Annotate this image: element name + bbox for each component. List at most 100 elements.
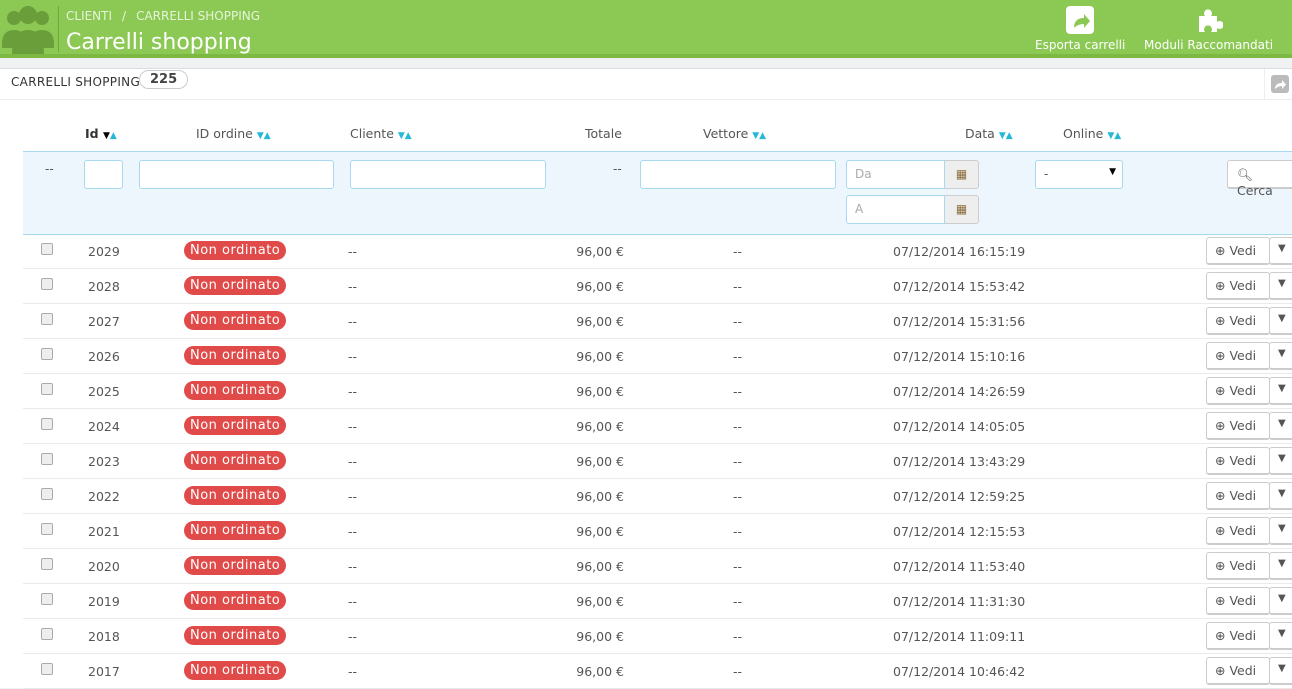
- carrier: --: [733, 279, 743, 294]
- cart-id: 2027: [88, 314, 120, 329]
- row-actions-dropdown[interactable]: ▼: [1269, 622, 1292, 650]
- row-actions-dropdown[interactable]: ▼: [1269, 517, 1292, 545]
- view-button[interactable]: ⊕ Vedi: [1206, 342, 1270, 370]
- online-select[interactable]: - ▼: [1035, 160, 1123, 189]
- row-checkbox[interactable]: [41, 278, 53, 290]
- date: 07/12/2014 15:31:56: [893, 314, 1026, 329]
- row-checkbox[interactable]: [41, 523, 53, 535]
- date: 07/12/2014 15:10:16: [893, 349, 1026, 364]
- row-actions-dropdown[interactable]: ▼: [1269, 307, 1292, 335]
- calendar-icon[interactable]: ▦: [945, 195, 979, 224]
- table-row[interactable]: 2024 Non ordinato -- 96,00 € -- 07/12/20…: [23, 409, 1292, 444]
- row-actions-dropdown[interactable]: ▼: [1269, 587, 1292, 615]
- row-checkbox[interactable]: [41, 313, 53, 325]
- zoom-in-icon: ⊕: [1215, 313, 1226, 328]
- row-actions-dropdown[interactable]: ▼: [1269, 447, 1292, 475]
- row-checkbox[interactable]: [41, 558, 53, 570]
- status-badge: Non ordinato: [184, 451, 287, 470]
- export-icon: [1271, 75, 1289, 93]
- view-button[interactable]: ⊕ Vedi: [1206, 447, 1270, 475]
- id-filter-input[interactable]: [84, 160, 123, 189]
- table-row[interactable]: 2029 Non ordinato -- 96,00 € -- 07/12/20…: [23, 234, 1292, 269]
- row-checkbox[interactable]: [41, 628, 53, 640]
- table-row[interactable]: 2021 Non ordinato -- 96,00 € -- 07/12/20…: [23, 514, 1292, 549]
- column-header-total: Totale: [585, 126, 622, 141]
- view-button[interactable]: ⊕ Vedi: [1206, 307, 1270, 335]
- view-button[interactable]: ⊕ Vedi: [1206, 517, 1270, 545]
- breadcrumb-clienti[interactable]: CLIENTI: [66, 9, 113, 23]
- customer-filter-input[interactable]: [350, 160, 546, 189]
- recommended-modules-button[interactable]: Moduli Raccomandati: [1144, 6, 1273, 52]
- row-checkbox[interactable]: [41, 418, 53, 430]
- id-label: Id: [85, 126, 99, 141]
- column-header-customer[interactable]: Cliente ▼▲: [350, 126, 412, 141]
- column-header-id[interactable]: Id ▼▲: [85, 126, 117, 141]
- row-checkbox[interactable]: [41, 663, 53, 675]
- sort-icon[interactable]: ▼▲: [256, 131, 271, 141]
- column-header-order[interactable]: ID ordine ▼▲: [196, 126, 271, 141]
- row-checkbox[interactable]: [41, 348, 53, 360]
- row-actions-dropdown[interactable]: ▼: [1269, 657, 1292, 685]
- date-to-input[interactable]: A: [846, 195, 945, 224]
- row-actions-dropdown[interactable]: ▼: [1269, 272, 1292, 300]
- row-checkbox[interactable]: [41, 488, 53, 500]
- calendar-icon[interactable]: ▦: [945, 160, 979, 189]
- customer-label: Cliente: [350, 126, 394, 141]
- view-button[interactable]: ⊕ Vedi: [1206, 587, 1270, 615]
- row-actions-dropdown[interactable]: ▼: [1269, 377, 1292, 405]
- view-button[interactable]: ⊕ Vedi: [1206, 657, 1270, 685]
- row-checkbox[interactable]: [41, 383, 53, 395]
- view-button[interactable]: ⊕ Vedi: [1206, 237, 1270, 265]
- row-actions-dropdown[interactable]: ▼: [1269, 412, 1292, 440]
- sort-icon[interactable]: ▼▲: [102, 131, 117, 141]
- column-header-online[interactable]: Online ▼▲: [1063, 126, 1121, 141]
- total: 96,00 €: [576, 629, 624, 644]
- row-actions-dropdown[interactable]: ▼: [1269, 237, 1292, 265]
- cart-id: 2022: [88, 489, 120, 504]
- total: 96,00 €: [576, 489, 624, 504]
- column-header-carrier[interactable]: Vettore ▼▲: [703, 126, 766, 141]
- cart-id: 2019: [88, 594, 120, 609]
- sort-icon[interactable]: ▼▲: [752, 131, 767, 141]
- zoom-in-icon: ⊕: [1215, 348, 1226, 363]
- row-actions-dropdown[interactable]: ▼: [1269, 342, 1292, 370]
- order-filter-input[interactable]: [139, 160, 334, 189]
- sort-icon[interactable]: ▼▲: [397, 131, 412, 141]
- table-row[interactable]: 2019 Non ordinato -- 96,00 € -- 07/12/20…: [23, 584, 1292, 619]
- view-button[interactable]: ⊕ Vedi: [1206, 552, 1270, 580]
- table-row[interactable]: 2026 Non ordinato -- 96,00 € -- 07/12/20…: [23, 339, 1292, 374]
- table-row[interactable]: 2018 Non ordinato -- 96,00 € -- 07/12/20…: [23, 619, 1292, 654]
- row-checkbox[interactable]: [41, 453, 53, 465]
- customer: --: [348, 594, 358, 609]
- view-button[interactable]: ⊕ Vedi: [1206, 272, 1270, 300]
- column-header-date[interactable]: Data ▼▲: [965, 126, 1013, 141]
- total: 96,00 €: [576, 349, 624, 364]
- export-button[interactable]: [1264, 69, 1292, 100]
- table-row[interactable]: 2017 Non ordinato -- 96,00 € -- 07/12/20…: [23, 654, 1292, 689]
- table-row[interactable]: 2020 Non ordinato -- 96,00 € -- 07/12/20…: [23, 549, 1292, 584]
- view-button[interactable]: ⊕ Vedi: [1206, 412, 1270, 440]
- table-row[interactable]: 2023 Non ordinato -- 96,00 € -- 07/12/20…: [23, 444, 1292, 479]
- sort-icon[interactable]: ▼▲: [998, 131, 1013, 141]
- cart-id: 2020: [88, 559, 120, 574]
- row-checkbox[interactable]: [41, 243, 53, 255]
- date-from-input[interactable]: Da: [846, 160, 945, 189]
- customer: --: [348, 244, 358, 259]
- carrier-filter-input[interactable]: [640, 160, 836, 189]
- row-actions-dropdown[interactable]: ▼: [1269, 552, 1292, 580]
- status-badge: Non ordinato: [184, 556, 287, 575]
- table-row[interactable]: 2022 Non ordinato -- 96,00 € -- 07/12/20…: [23, 479, 1292, 514]
- customer: --: [348, 629, 358, 644]
- view-button[interactable]: ⊕ Vedi: [1206, 377, 1270, 405]
- row-actions-dropdown[interactable]: ▼: [1269, 482, 1292, 510]
- table-row[interactable]: 2027 Non ordinato -- 96,00 € -- 07/12/20…: [23, 304, 1292, 339]
- view-button[interactable]: ⊕ Vedi: [1206, 482, 1270, 510]
- export-carts-button[interactable]: Esporta carrelli: [1035, 6, 1125, 52]
- table-row[interactable]: 2025 Non ordinato -- 96,00 € -- 07/12/20…: [23, 374, 1292, 409]
- sort-icon[interactable]: ▼▲: [1107, 131, 1122, 141]
- search-button[interactable]: 🔍︎ Cerca: [1227, 160, 1292, 198]
- table-row[interactable]: 2028 Non ordinato -- 96,00 € -- 07/12/20…: [23, 269, 1292, 304]
- row-checkbox[interactable]: [41, 593, 53, 605]
- zoom-in-icon: ⊕: [1215, 593, 1226, 608]
- view-button[interactable]: ⊕ Vedi: [1206, 622, 1270, 650]
